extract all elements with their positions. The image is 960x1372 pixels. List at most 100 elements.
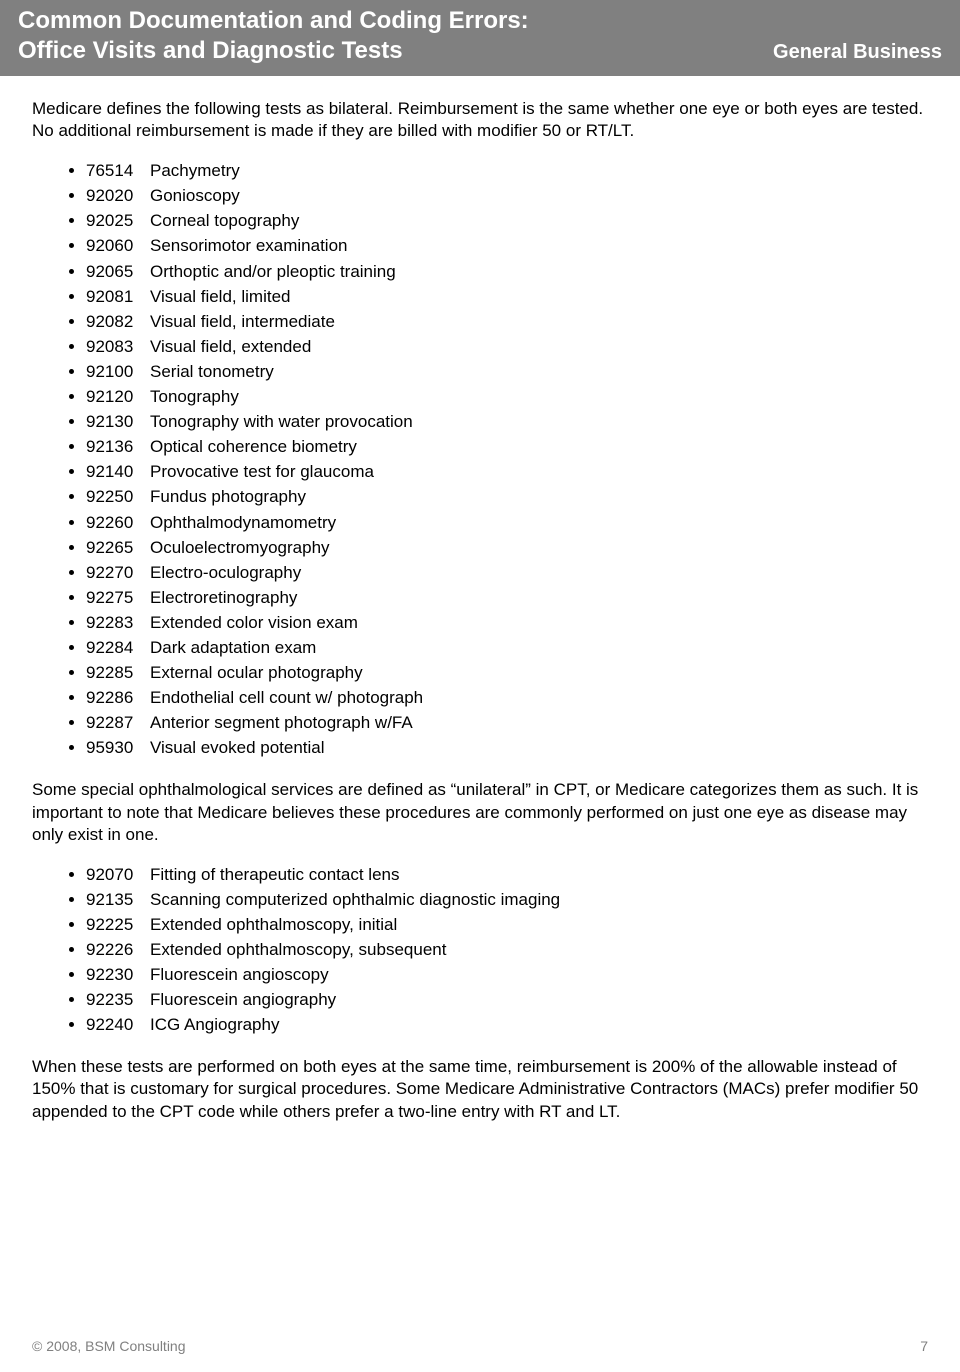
code-list-item: 92140Provocative test for glaucoma	[86, 461, 928, 483]
code-number: 92240	[86, 1014, 150, 1036]
code-number: 92287	[86, 712, 150, 734]
code-number: 92225	[86, 914, 150, 936]
code-list-item: 92081Visual field, limited	[86, 286, 928, 308]
code-number: 92275	[86, 587, 150, 609]
code-number: 92226	[86, 939, 150, 961]
code-number: 92120	[86, 386, 150, 408]
code-list-item: 92025Corneal topography	[86, 210, 928, 232]
header-title-line2: Office Visits and Diagnostic Tests	[18, 37, 403, 64]
code-description: Endothelial cell count w/ photograph	[150, 688, 423, 707]
code-description: Optical coherence biometry	[150, 437, 357, 456]
code-description: Sensorimotor examination	[150, 236, 347, 255]
code-description: External ocular photography	[150, 663, 363, 682]
code-list-item: 92235Fluorescein angiography	[86, 989, 928, 1011]
code-description: Electroretinography	[150, 588, 297, 607]
code-list-item: 92283Extended color vision exam	[86, 612, 928, 634]
code-description: ICG Angiography	[150, 1015, 279, 1034]
code-list-item: 92135Scanning computerized ophthalmic di…	[86, 889, 928, 911]
code-description: Serial tonometry	[150, 362, 274, 381]
code-number: 92250	[86, 486, 150, 508]
code-number: 95930	[86, 737, 150, 759]
code-list-item: 92260Ophthalmodynamometry	[86, 512, 928, 534]
code-list-item: 92287Anterior segment photograph w/FA	[86, 712, 928, 734]
code-number: 92060	[86, 235, 150, 257]
bilateral-code-list: 76514Pachymetry 92020Gonioscopy 92025Corne…	[86, 160, 928, 759]
code-number: 92235	[86, 989, 150, 1011]
code-list-item: 92265Oculoelectromyography	[86, 537, 928, 559]
footer: © 2008, BSM Consulting 7	[32, 1338, 928, 1354]
code-list-item: 92250Fundus photography	[86, 486, 928, 508]
code-list-item: 92285External ocular photography	[86, 662, 928, 684]
code-description: Visual field, extended	[150, 337, 311, 356]
code-description: Tonography with water provocation	[150, 412, 413, 431]
code-list-item: 76514Pachymetry	[86, 160, 928, 182]
code-list-item: 92060Sensorimotor examination	[86, 235, 928, 257]
header-bar: Common Documentation and Coding Errors: …	[0, 0, 960, 76]
code-description: Scanning computerized ophthalmic diagnos…	[150, 890, 560, 909]
code-list-item: 92020Gonioscopy	[86, 185, 928, 207]
code-description: Ophthalmodynamometry	[150, 513, 336, 532]
code-number: 92140	[86, 461, 150, 483]
intro-paragraph: Medicare defines the following tests as …	[32, 98, 928, 142]
code-number: 92286	[86, 687, 150, 709]
page: Common Documentation and Coding Errors: …	[0, 0, 960, 1372]
code-number: 92260	[86, 512, 150, 534]
code-number: 92283	[86, 612, 150, 634]
code-description: Extended ophthalmoscopy, initial	[150, 915, 397, 934]
code-number: 76514	[86, 160, 150, 182]
code-description: Dark adaptation exam	[150, 638, 316, 657]
code-description: Tonography	[150, 387, 239, 406]
closing-paragraph: When these tests are performed on both e…	[32, 1056, 928, 1122]
code-description: Extended ophthalmoscopy, subsequent	[150, 940, 446, 959]
code-description: Oculoelectromyography	[150, 538, 330, 557]
code-list-item: 92270Electro-oculography	[86, 562, 928, 584]
code-description: Extended color vision exam	[150, 613, 358, 632]
code-list-item: 92225Extended ophthalmoscopy, initial	[86, 914, 928, 936]
code-number: 92081	[86, 286, 150, 308]
code-description: Fundus photography	[150, 487, 306, 506]
code-number: 92135	[86, 889, 150, 911]
unilateral-paragraph: Some special ophthalmological services a…	[32, 779, 928, 845]
unilateral-code-list: 92070Fitting of therapeutic contact lens…	[86, 864, 928, 1037]
footer-copyright: © 2008, BSM Consulting	[32, 1338, 186, 1354]
code-number: 92230	[86, 964, 150, 986]
code-list-item: 92284Dark adaptation exam	[86, 637, 928, 659]
code-description: Electro-oculography	[150, 563, 301, 582]
code-description: Provocative test for glaucoma	[150, 462, 374, 481]
code-description: Fluorescein angioscopy	[150, 965, 329, 984]
code-list-item: 95930Visual evoked potential	[86, 737, 928, 759]
code-list-item: 92083Visual field, extended	[86, 336, 928, 358]
code-description: Orthoptic and/or pleoptic training	[150, 262, 396, 281]
code-description: Visual field, intermediate	[150, 312, 335, 331]
code-list-item: 92065Orthoptic and/or pleoptic training	[86, 261, 928, 283]
code-number: 92082	[86, 311, 150, 333]
code-list-item: 92275Electroretinography	[86, 587, 928, 609]
code-number: 92284	[86, 637, 150, 659]
header-title-line1: Common Documentation and Coding Errors:	[18, 7, 529, 34]
code-number: 92025	[86, 210, 150, 232]
code-list-item: 92100Serial tonometry	[86, 361, 928, 383]
code-list-item: 92120Tonography	[86, 386, 928, 408]
code-list-item: 92082Visual field, intermediate	[86, 311, 928, 333]
code-list-item: 92070Fitting of therapeutic contact lens	[86, 864, 928, 886]
code-list-item: 92130Tonography with water provocation	[86, 411, 928, 433]
code-description: Corneal topography	[150, 211, 299, 230]
header-right-label: General Business	[773, 41, 942, 66]
code-list-item: 92230Fluorescein angioscopy	[86, 964, 928, 986]
code-description: Visual field, limited	[150, 287, 290, 306]
footer-page-number: 7	[920, 1338, 928, 1354]
header-title: Common Documentation and Coding Errors: …	[18, 6, 529, 66]
code-description: Fitting of therapeutic contact lens	[150, 865, 399, 884]
body-content: Medicare defines the following tests as …	[0, 76, 960, 1123]
code-number: 92285	[86, 662, 150, 684]
code-description: Fluorescein angiography	[150, 990, 336, 1009]
code-number: 92020	[86, 185, 150, 207]
code-number: 92136	[86, 436, 150, 458]
code-list-item: 92286Endothelial cell count w/ photograp…	[86, 687, 928, 709]
code-number: 92100	[86, 361, 150, 383]
code-description: Pachymetry	[150, 161, 240, 180]
code-description: Visual evoked potential	[150, 738, 325, 757]
code-list-item: 92136Optical coherence biometry	[86, 436, 928, 458]
code-description: Anterior segment photograph w/FA	[150, 713, 413, 732]
code-number: 92083	[86, 336, 150, 358]
